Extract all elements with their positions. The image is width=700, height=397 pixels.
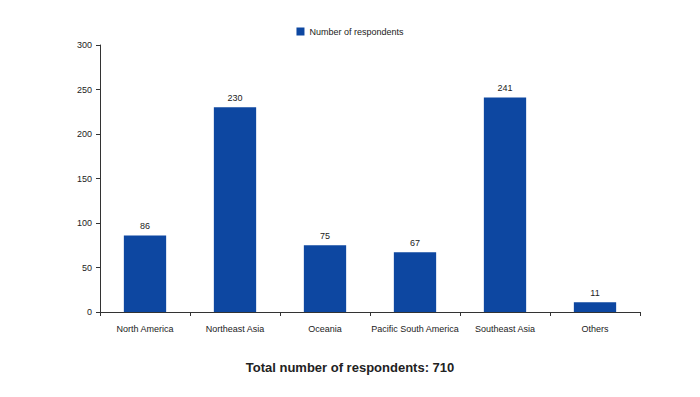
svg-text:150: 150 <box>77 174 92 184</box>
svg-text:241: 241 <box>497 83 512 93</box>
svg-text:200: 200 <box>77 129 92 139</box>
svg-text:Number of respondents: Number of respondents <box>309 27 404 37</box>
svg-text:67: 67 <box>410 238 420 248</box>
svg-text:Pacific South America: Pacific South America <box>371 324 459 334</box>
svg-text:75: 75 <box>320 231 330 241</box>
svg-text:North America: North America <box>116 324 173 334</box>
svg-text:Total number of respondents: 7: Total number of respondents: 710 <box>246 360 455 375</box>
svg-text:0: 0 <box>87 307 92 317</box>
svg-text:Northeast Asia: Northeast Asia <box>206 324 265 334</box>
svg-text:Southeast Asia: Southeast Asia <box>475 324 535 334</box>
svg-text:11: 11 <box>590 288 599 298</box>
svg-text:Oceania: Oceania <box>308 324 342 334</box>
svg-text:250: 250 <box>77 85 92 95</box>
svg-text:86: 86 <box>140 221 150 231</box>
svg-text:230: 230 <box>227 93 242 103</box>
svg-text:50: 50 <box>82 263 92 273</box>
svg-text:Others: Others <box>581 324 609 334</box>
svg-text:300: 300 <box>77 40 92 50</box>
svg-text:100: 100 <box>77 218 92 228</box>
